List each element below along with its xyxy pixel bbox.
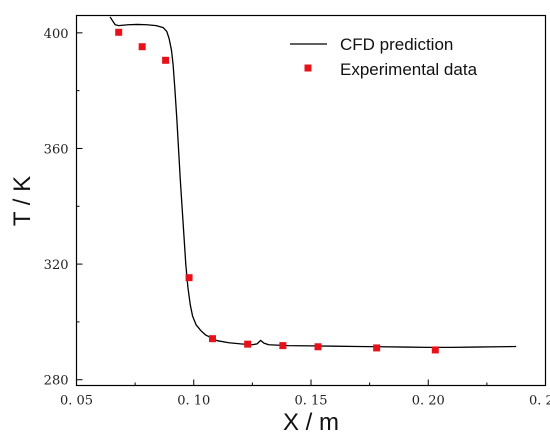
x-tick-label: 0. 20: [412, 394, 445, 409]
experimental-data-point: [279, 342, 287, 350]
x-tick-label: 0. 05: [60, 394, 93, 409]
x-axis-label: X / m: [283, 409, 339, 436]
x-axis: 0. 05 0. 10 0. 15 0. 20 0. 25: [60, 379, 550, 409]
y-axis-label: T / K: [9, 176, 36, 226]
legend: CFD prediction Experimental data: [290, 35, 478, 79]
legend-label-cfd: CFD prediction: [340, 35, 453, 54]
experimental-data-point: [314, 343, 322, 351]
legend-label-experimental: Experimental data: [340, 60, 478, 79]
experimental-data-point: [373, 344, 381, 352]
y-axis: 280 320 360 400: [44, 27, 83, 389]
plot-content: [109, 16, 517, 354]
cfd-prediction-line: [109, 16, 517, 348]
experimental-data-point: [209, 335, 217, 343]
x-tick-label: 0. 10: [177, 394, 210, 409]
x-tick-label: 0. 25: [529, 394, 550, 409]
experimental-data-point: [138, 43, 146, 51]
legend-marker-swatch: [304, 64, 312, 72]
y-tick-label: 400: [44, 27, 69, 42]
y-tick-label: 280: [44, 374, 69, 389]
experimental-data-point: [431, 346, 439, 354]
y-tick-label: 320: [44, 258, 69, 273]
experimental-data-point: [244, 340, 252, 348]
experimental-data-point: [185, 274, 193, 282]
experimental-data-point: [162, 56, 170, 64]
x-tick-label: 0. 15: [294, 394, 327, 409]
y-tick-label: 360: [44, 142, 69, 157]
experimental-data-point: [115, 28, 123, 36]
